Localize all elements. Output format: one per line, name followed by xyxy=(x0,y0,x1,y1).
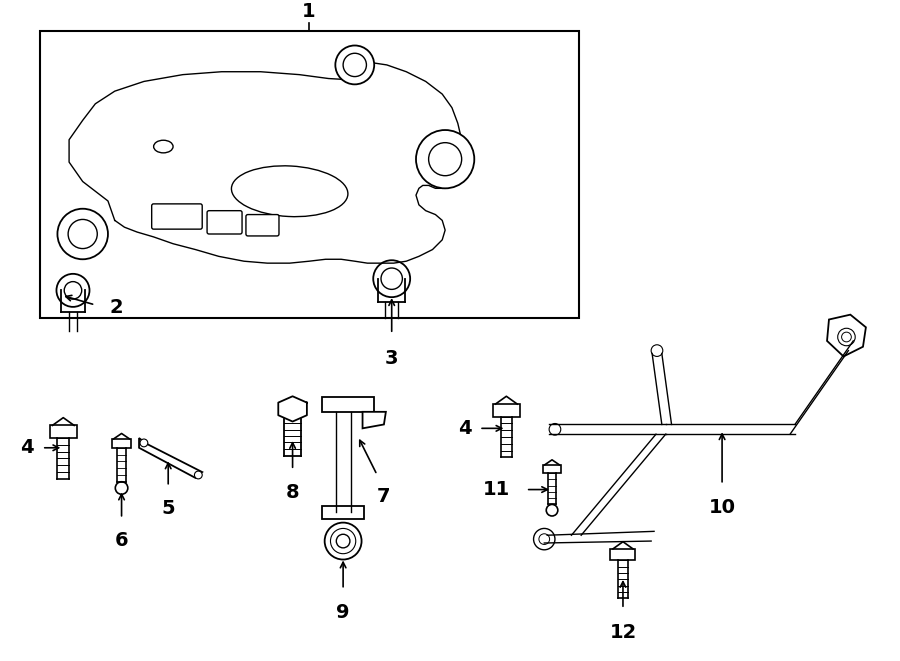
Bar xyxy=(40,31,580,317)
Bar xyxy=(610,549,635,561)
FancyBboxPatch shape xyxy=(207,211,242,234)
Text: 12: 12 xyxy=(609,623,636,642)
Text: 10: 10 xyxy=(708,498,735,518)
Polygon shape xyxy=(827,315,866,356)
Circle shape xyxy=(343,54,366,77)
Text: 6: 6 xyxy=(114,531,129,551)
Circle shape xyxy=(57,274,89,307)
Text: 2: 2 xyxy=(110,298,123,317)
Text: 5: 5 xyxy=(161,499,175,518)
Circle shape xyxy=(374,260,410,297)
Circle shape xyxy=(651,345,662,356)
Bar xyxy=(112,439,131,447)
Text: 9: 9 xyxy=(337,603,350,622)
Text: 4: 4 xyxy=(458,419,472,438)
Circle shape xyxy=(115,482,128,494)
Circle shape xyxy=(337,534,350,548)
Circle shape xyxy=(546,504,558,516)
Circle shape xyxy=(838,329,855,346)
Text: 8: 8 xyxy=(286,483,300,502)
Circle shape xyxy=(428,143,462,176)
Circle shape xyxy=(534,528,555,550)
Polygon shape xyxy=(321,506,365,519)
Circle shape xyxy=(416,130,474,188)
Circle shape xyxy=(58,209,108,259)
Bar xyxy=(493,404,520,416)
Circle shape xyxy=(539,534,550,545)
Circle shape xyxy=(194,471,202,479)
Polygon shape xyxy=(321,397,374,412)
Text: 3: 3 xyxy=(385,348,399,368)
Circle shape xyxy=(842,332,851,342)
Bar xyxy=(543,465,561,473)
Bar xyxy=(50,426,76,438)
Circle shape xyxy=(68,219,97,249)
FancyBboxPatch shape xyxy=(246,215,279,236)
Circle shape xyxy=(336,46,374,85)
Polygon shape xyxy=(363,412,386,428)
Ellipse shape xyxy=(154,140,173,153)
Circle shape xyxy=(549,424,561,435)
Text: 11: 11 xyxy=(483,480,510,499)
Text: 4: 4 xyxy=(21,438,34,457)
FancyBboxPatch shape xyxy=(152,204,202,229)
Circle shape xyxy=(140,439,148,447)
Ellipse shape xyxy=(231,166,348,217)
Circle shape xyxy=(325,523,362,559)
Circle shape xyxy=(381,268,402,290)
Circle shape xyxy=(330,528,356,554)
Text: 7: 7 xyxy=(377,486,391,506)
Circle shape xyxy=(64,282,82,299)
Polygon shape xyxy=(140,438,202,478)
Text: 1: 1 xyxy=(302,2,316,21)
